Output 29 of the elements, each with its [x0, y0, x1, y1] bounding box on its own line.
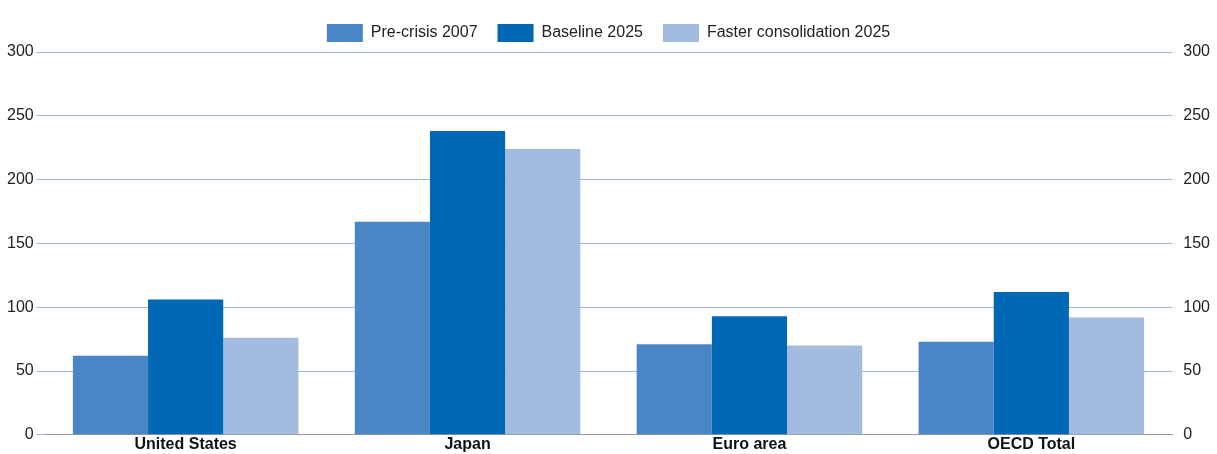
bar	[72, 355, 149, 435]
y2-tick-label: 200	[1183, 170, 1211, 188]
y2-tick-label: 100	[1183, 297, 1211, 315]
y-tick-label: 150	[6, 233, 34, 251]
bar	[636, 344, 712, 435]
bar	[918, 341, 994, 435]
x-tick-label: OECD Total	[987, 434, 1076, 452]
legend-label: Pre-crisis 2007	[370, 23, 478, 41]
y2-tick-label: 50	[1183, 361, 1202, 379]
y-tick-label: 250	[6, 106, 34, 124]
y2-tick-label: 250	[1183, 106, 1211, 124]
y-tick-label: 0	[24, 425, 34, 443]
y2-tick-label: 150	[1183, 233, 1211, 251]
bar	[148, 299, 224, 435]
y-tick-label: 300	[6, 42, 34, 60]
y-tick-label: 100	[6, 297, 34, 315]
x-tick-label: Euro area	[712, 434, 787, 452]
legend-label: Faster consolidation 2025	[706, 23, 891, 41]
y2-tick-label: 300	[1183, 42, 1211, 60]
x-tick-label: Japan	[444, 434, 491, 452]
bar	[429, 131, 506, 435]
y-tick-label: 200	[6, 170, 34, 188]
y-tick-label: 50	[15, 361, 34, 379]
x-tick-label: United States	[134, 434, 237, 452]
y2-tick-label: 0	[1183, 425, 1193, 443]
bar	[711, 316, 788, 435]
legend-label: Baseline 2025	[541, 23, 644, 41]
bar	[993, 291, 1069, 435]
bar	[354, 221, 430, 435]
